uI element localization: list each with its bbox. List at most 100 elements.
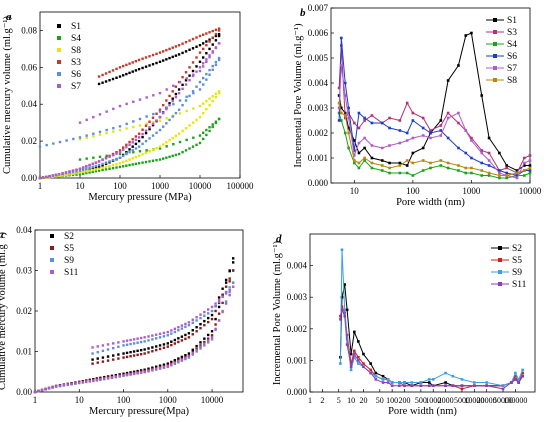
data-point (71, 172, 75, 175)
data-point (78, 136, 82, 139)
data-point (221, 301, 224, 305)
data-point (470, 156, 473, 160)
data-point (198, 115, 202, 119)
data-point (421, 126, 425, 130)
data-point (141, 57, 144, 60)
data-point (173, 338, 177, 342)
data-point (343, 81, 347, 85)
data-point (187, 356, 191, 359)
data-point (231, 257, 235, 260)
data-point (195, 326, 198, 329)
data-point (231, 261, 235, 264)
data-point (125, 373, 129, 376)
data-point (136, 341, 139, 344)
data-point (195, 319, 198, 322)
data-point (470, 166, 473, 170)
data-point (177, 152, 181, 156)
data-point (217, 300, 221, 303)
data-point (381, 374, 385, 378)
data-point (187, 321, 191, 324)
data-point (104, 161, 108, 164)
data-point (460, 387, 464, 391)
data-point (184, 71, 188, 74)
data-point (180, 327, 184, 330)
x-tick-label: 100 (113, 181, 127, 191)
data-point (207, 316, 210, 320)
legend-label: S2 (64, 232, 74, 242)
panel-c: 1 10 100 1000 10000 0.00 0.01 0.02 0.03 0.04 Mercu… (0, 225, 244, 417)
data-point (97, 160, 101, 163)
data-point (203, 314, 206, 317)
data-point (191, 69, 195, 73)
data-point (208, 31, 211, 34)
data-point (184, 83, 188, 86)
data-point (208, 40, 211, 43)
data-point (137, 136, 141, 139)
data-point (165, 48, 168, 52)
series-S9 (339, 248, 524, 387)
data-point (398, 384, 401, 387)
data-point (181, 103, 184, 107)
data-point (191, 351, 194, 355)
data-point (210, 338, 214, 341)
data-point (199, 322, 202, 326)
data-point (210, 305, 214, 309)
data-point (104, 165, 108, 169)
data-point (431, 384, 435, 387)
data-point (480, 94, 484, 97)
y-tick-label: 0.01 (16, 347, 32, 357)
data-point (188, 124, 191, 127)
data-point (112, 358, 115, 361)
data-point (224, 278, 228, 282)
data-point (165, 88, 168, 91)
data-point (339, 318, 342, 321)
data-point (419, 384, 423, 387)
data-point (139, 348, 143, 352)
data-point (166, 330, 169, 334)
data-point (214, 32, 218, 36)
data-point (144, 124, 148, 127)
data-point (192, 136, 195, 139)
data-point (228, 269, 231, 273)
data-point (184, 337, 187, 341)
data-point (207, 320, 210, 324)
data-point (105, 128, 108, 132)
data-point (208, 47, 211, 51)
x-tick-label: 10 (350, 186, 360, 196)
data-point (185, 77, 188, 80)
data-point (88, 166, 91, 170)
data-point (134, 142, 138, 146)
y-tick-label: 0.007 (308, 3, 329, 13)
data-point (139, 369, 143, 372)
data-point (217, 91, 221, 95)
data-point (97, 75, 101, 78)
data-point (528, 166, 532, 170)
data-point (115, 166, 118, 169)
data-point (517, 378, 520, 381)
data-point (132, 100, 135, 103)
data-point (161, 143, 165, 146)
plot-area (337, 31, 532, 180)
data-point (162, 346, 166, 349)
data-point (66, 383, 69, 386)
data-point (363, 156, 366, 160)
data-point (464, 151, 468, 155)
data-point (411, 174, 415, 177)
legend-marker (493, 66, 497, 70)
data-point (201, 47, 205, 51)
data-point (207, 312, 210, 315)
data-point (121, 154, 125, 158)
data-point (101, 164, 104, 167)
data-point (380, 121, 384, 125)
y-tick-label: 0.06 (21, 62, 37, 72)
data-point (118, 156, 122, 159)
data-point (221, 310, 224, 314)
data-point (515, 171, 519, 175)
data-point (505, 174, 508, 177)
data-point (72, 137, 75, 141)
data-point (75, 171, 78, 175)
data-point (129, 372, 132, 376)
data-point (158, 110, 162, 113)
data-point (211, 29, 214, 33)
data-point (138, 117, 142, 121)
